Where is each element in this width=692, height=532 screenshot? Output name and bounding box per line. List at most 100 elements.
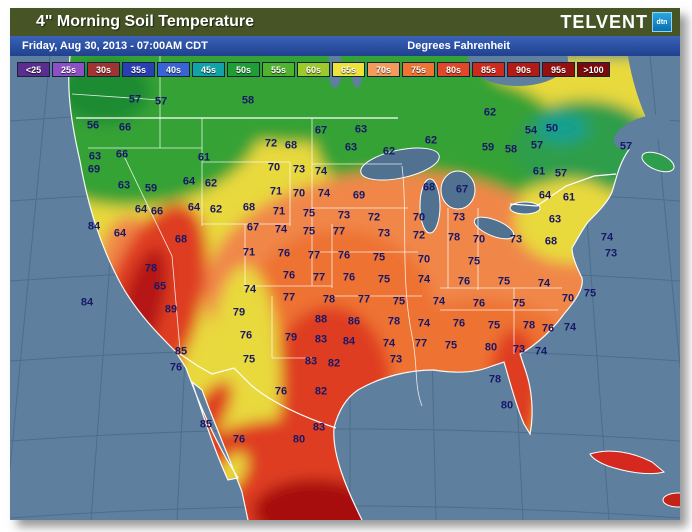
temp-label: 72 (412, 229, 426, 242)
temp-label: 74 (317, 187, 331, 200)
temp-label: 67 (455, 183, 469, 196)
temp-label: 75 (487, 319, 501, 332)
temp-label: 61 (197, 151, 211, 164)
temp-label: 74 (417, 273, 431, 286)
temp-label: 75 (512, 297, 526, 310)
legend-item: 95s (542, 62, 575, 77)
temp-label: 50 (545, 122, 559, 135)
temp-label: 62 (209, 203, 223, 216)
temp-label: 57 (554, 167, 568, 180)
temp-label: 75 (377, 273, 391, 286)
temp-label: 70 (417, 253, 431, 266)
temp-label: 58 (241, 94, 255, 107)
country-borders (76, 117, 617, 429)
temp-label: 69 (352, 189, 366, 202)
legend-item: 70s (367, 62, 400, 77)
temp-label: 76 (452, 317, 466, 330)
legend-item: 45s (192, 62, 225, 77)
temp-label: 84 (80, 296, 94, 309)
temp-label: 64 (187, 201, 201, 214)
temp-label: 89 (164, 303, 178, 316)
temp-label: 64 (538, 189, 552, 202)
temp-label: 76 (337, 249, 351, 262)
temp-label: 64 (182, 175, 196, 188)
temp-label: 75 (583, 287, 597, 300)
legend-item: <25 (17, 62, 50, 77)
temp-label: 80 (292, 433, 306, 446)
temp-label: 73 (512, 343, 526, 356)
temp-label: 70 (412, 211, 426, 224)
hispaniola-island (662, 492, 680, 508)
temp-label: 79 (232, 306, 246, 319)
temp-label: 71 (269, 185, 283, 198)
temp-label: 76 (541, 322, 555, 335)
temp-label: 76 (457, 275, 471, 288)
temp-label: 56 (86, 119, 100, 132)
temp-label: 74 (382, 337, 396, 350)
temp-label: 76 (282, 269, 296, 282)
temp-label: 83 (314, 333, 328, 346)
legend-item: 60s (297, 62, 330, 77)
temp-label: 78 (144, 262, 158, 275)
temp-label: 76 (342, 271, 356, 284)
temp-label: 74 (417, 317, 431, 330)
temp-label: 76 (232, 433, 246, 446)
temp-label: 79 (284, 331, 298, 344)
dtn-logo: dtn (652, 12, 672, 32)
temp-label: 73 (509, 233, 523, 246)
temp-label: 62 (424, 134, 438, 147)
temp-label: 83 (312, 421, 326, 434)
temp-label: 66 (150, 205, 164, 218)
map-canvas (10, 56, 680, 520)
temp-label: 84 (87, 220, 101, 233)
temp-label: 68 (284, 139, 298, 152)
title-bar: 4" Morning Soil Temperature TELVENT dtn (10, 8, 680, 36)
temp-label: 57 (154, 95, 168, 108)
temp-label: 74 (314, 165, 328, 178)
legend-item: 25s (52, 62, 85, 77)
temp-label: 68 (242, 201, 256, 214)
temp-label: 59 (481, 141, 495, 154)
temp-label: 63 (88, 150, 102, 163)
temp-label: 71 (242, 246, 256, 259)
temp-label: 73 (389, 353, 403, 366)
temp-label: 83 (304, 355, 318, 368)
temp-label: 77 (282, 291, 296, 304)
temp-label: 77 (332, 225, 346, 238)
date-bar: Friday, Aug 30, 2013 - 07:00AM CDT Degre… (10, 36, 680, 56)
temp-label: 75 (497, 275, 511, 288)
temp-label: 68 (422, 181, 436, 194)
legend-item: 85s (472, 62, 505, 77)
temp-label: 76 (277, 247, 291, 260)
temp-label: 65 (153, 280, 167, 293)
temp-label: 82 (327, 357, 341, 370)
temp-label: 73 (377, 227, 391, 240)
legend-item: 80s (437, 62, 470, 77)
temp-label: 64 (113, 227, 127, 240)
weather-map-panel: 4" Morning Soil Temperature TELVENT dtn … (10, 8, 680, 520)
temp-label: 63 (117, 179, 131, 192)
temp-label: 86 (347, 315, 361, 328)
temp-label: 73 (292, 163, 306, 176)
temp-label: 57 (530, 139, 544, 152)
temp-label: 77 (307, 249, 321, 262)
temp-label: 70 (267, 161, 281, 174)
temp-label: 74 (600, 231, 614, 244)
legend-item: 30s (87, 62, 120, 77)
temp-label: 71 (272, 205, 286, 218)
temp-label: 62 (204, 177, 218, 190)
coastline (68, 56, 651, 520)
temp-label: 78 (447, 231, 461, 244)
temp-label: 88 (314, 313, 328, 326)
temp-label: 68 (174, 233, 188, 246)
temp-label: 84 (342, 335, 356, 348)
brand-logo: TELVENT dtn (560, 12, 672, 33)
temp-label: 61 (562, 191, 576, 204)
temp-label: 72 (264, 137, 278, 150)
temp-label: 67 (246, 221, 260, 234)
temp-label: 75 (302, 225, 316, 238)
temp-label: 74 (243, 283, 257, 296)
temp-label: 74 (432, 295, 446, 308)
temp-label: 75 (392, 295, 406, 308)
